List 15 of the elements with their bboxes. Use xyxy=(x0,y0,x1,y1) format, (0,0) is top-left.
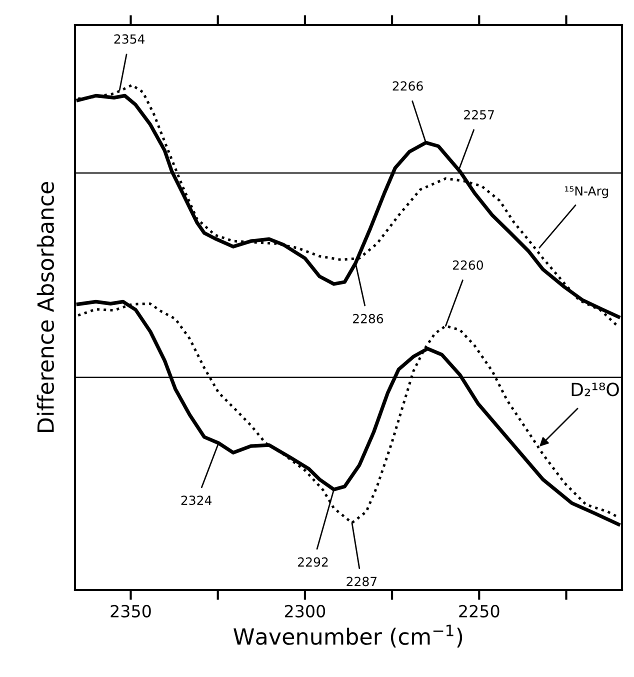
x-axis-title: Wavenumber (cm$^{−1}$) xyxy=(234,624,462,648)
annotation: 2324 xyxy=(181,496,212,506)
x-tick-label: 2250 xyxy=(459,604,500,618)
annotation: D₂¹⁸O xyxy=(572,382,619,396)
annotation: 2354 xyxy=(114,34,145,44)
y-axis-title: Difference Absorbance xyxy=(36,182,54,432)
annotation: 2292 xyxy=(298,557,328,567)
annotation: ¹⁵N-Arg xyxy=(564,186,608,198)
annotation: 2260 xyxy=(452,260,484,270)
x-tick-label: 2300 xyxy=(284,604,326,618)
x-tick-label: 2350 xyxy=(110,604,151,618)
annotation: 2257 xyxy=(464,110,494,120)
annotation: 2286 xyxy=(352,314,384,324)
annotation: 2266 xyxy=(392,81,423,91)
annotation: 2287 xyxy=(346,576,377,586)
